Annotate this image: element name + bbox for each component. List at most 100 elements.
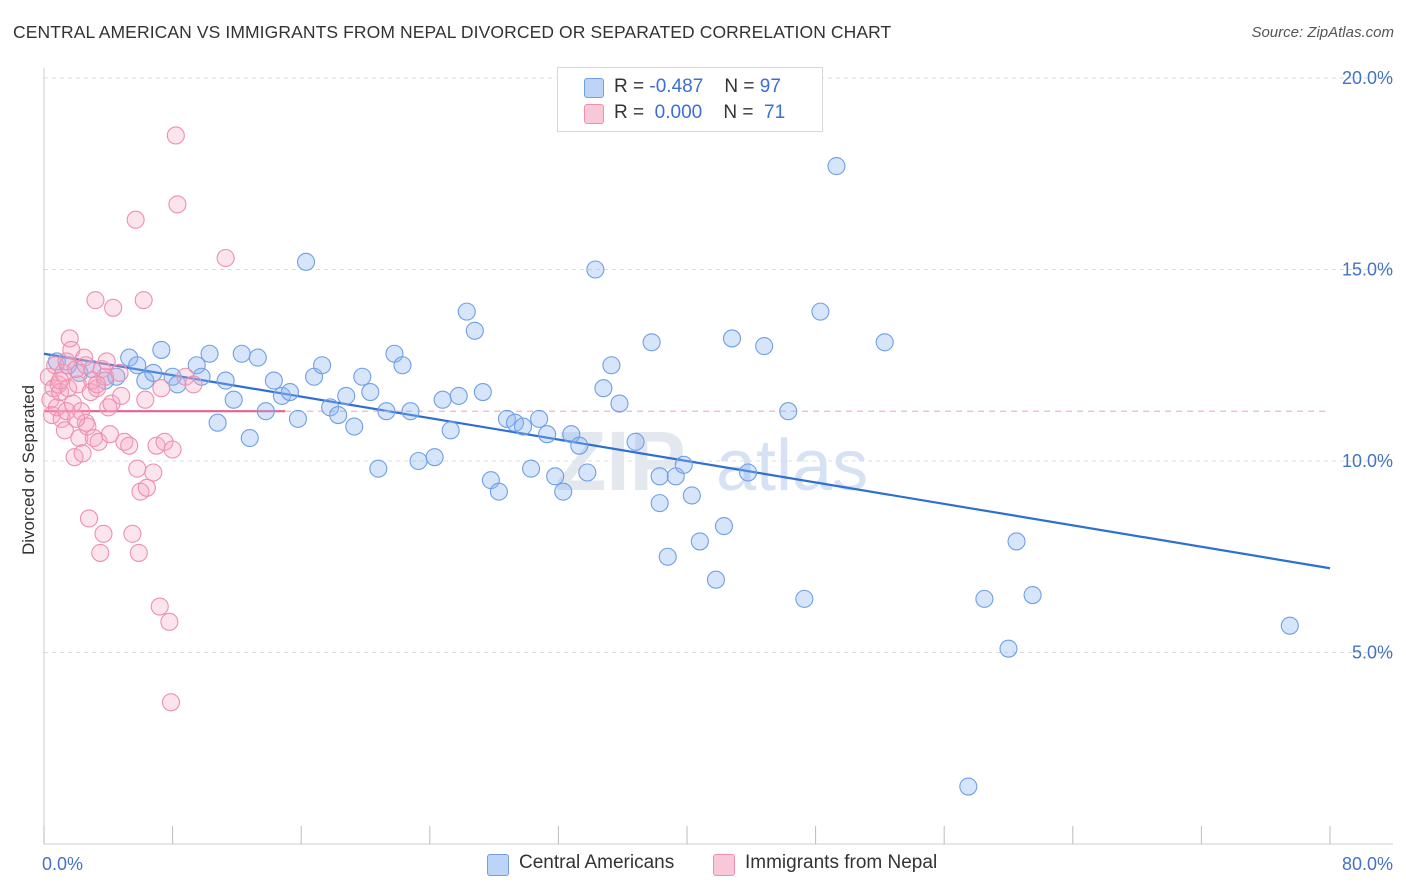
- point-central-american: [329, 405, 348, 425]
- watermark-atlas: atlas: [716, 426, 868, 506]
- point-nepal: [39, 367, 58, 386]
- point-central-american: [473, 383, 492, 402]
- legend-n-label: N =: [724, 76, 755, 97]
- point-central-american: [522, 459, 541, 478]
- point-central-american: [296, 252, 316, 271]
- point-central-american: [256, 402, 275, 421]
- point-central-american: [586, 260, 605, 279]
- legend-r-label: R =: [614, 102, 645, 123]
- chart-title: CENTRAL AMERICAN VS IMMIGRANTS FROM NEPA…: [13, 22, 892, 42]
- legend-n-label: N =: [723, 102, 754, 123]
- point-central-american: [377, 402, 396, 421]
- point-nepal: [60, 329, 79, 348]
- legend-r-value: -0.487: [649, 76, 704, 97]
- point-nepal: [110, 363, 129, 382]
- point-nepal: [136, 390, 155, 409]
- point-nepal: [73, 444, 92, 463]
- point-central-american: [248, 348, 267, 367]
- x-tick-label: 0.0%: [42, 854, 83, 874]
- legend-swatch-blue: [584, 78, 604, 98]
- point-central-american: [875, 333, 894, 352]
- point-central-american: [690, 532, 709, 551]
- point-central-american: [1280, 616, 1299, 635]
- point-central-american: [578, 463, 597, 482]
- point-central-american: [538, 425, 557, 444]
- data-points: [39, 126, 1299, 796]
- gridlines: [44, 77, 1393, 653]
- point-nepal: [163, 440, 182, 459]
- point-central-american: [489, 482, 508, 501]
- point-central-american: [706, 570, 725, 589]
- point-nepal: [87, 375, 107, 394]
- point-nepal: [144, 463, 163, 482]
- legend-r-label: R =: [614, 76, 645, 97]
- tick-labels: 5.0% 10.0% 15.0% 20.0% 0.0% 80.0%: [42, 68, 1393, 874]
- point-nepal: [126, 210, 145, 229]
- point-central-american: [674, 455, 693, 474]
- point-nepal: [161, 693, 181, 712]
- point-nepal: [94, 524, 113, 543]
- legend-n-value: 97: [759, 76, 781, 97]
- point-central-american: [1007, 532, 1026, 551]
- point-central-american: [361, 383, 380, 402]
- point-central-american: [739, 463, 758, 482]
- point-central-american: [224, 390, 243, 409]
- point-central-american: [128, 356, 147, 375]
- point-central-american: [232, 344, 251, 363]
- point-central-american: [433, 390, 452, 409]
- trend-line-central-americans: [43, 352, 1331, 570]
- point-central-american: [999, 639, 1018, 658]
- point-central-american: [200, 344, 219, 363]
- point-central-american: [602, 356, 621, 375]
- point-central-american: [280, 383, 299, 402]
- point-central-american: [642, 333, 661, 352]
- y-tick-label: 5.0%: [1352, 643, 1393, 663]
- point-central-american: [313, 356, 332, 375]
- point-nepal: [137, 478, 156, 497]
- point-central-american: [152, 340, 171, 359]
- point-central-american: [714, 517, 734, 536]
- point-central-american: [441, 421, 460, 440]
- point-nepal: [51, 371, 70, 390]
- point-central-american: [795, 589, 814, 608]
- point-nepal: [57, 352, 76, 371]
- y-tick-label: 10.0%: [1342, 451, 1393, 471]
- point-nepal: [79, 509, 99, 528]
- point-nepal: [128, 459, 147, 478]
- point-nepal: [97, 352, 116, 371]
- x-tick-label: 80.0%: [1342, 854, 1393, 874]
- point-nepal: [41, 390, 60, 409]
- point-central-american: [393, 356, 412, 375]
- point-nepal: [91, 543, 110, 562]
- point-nepal: [112, 386, 131, 405]
- point-central-american: [975, 589, 994, 608]
- point-central-american: [959, 777, 978, 796]
- point-central-american: [337, 386, 356, 405]
- point-central-american: [554, 482, 573, 501]
- point-central-american: [513, 417, 533, 436]
- point-nepal: [55, 421, 74, 440]
- point-central-american: [369, 459, 388, 478]
- point-central-american: [449, 386, 468, 405]
- point-nepal: [57, 402, 76, 421]
- legend-n-value: 71: [764, 102, 786, 123]
- point-central-american: [658, 547, 677, 566]
- bottom-legend-swatch-pink: [713, 854, 735, 876]
- point-central-american: [1023, 585, 1042, 605]
- correlation-legend: R = -0.487 N = 97 R = 0.000 N = 71: [557, 67, 823, 132]
- point-central-american: [288, 409, 308, 428]
- point-nepal: [129, 543, 148, 562]
- point-nepal: [150, 597, 169, 616]
- point-nepal: [75, 348, 94, 367]
- point-nepal: [123, 524, 142, 543]
- point-central-american: [264, 371, 283, 390]
- trend-lines: [43, 352, 1331, 570]
- point-central-american: [401, 402, 420, 421]
- point-central-american: [425, 448, 444, 467]
- y-tick-label: 15.0%: [1342, 260, 1393, 280]
- point-nepal: [216, 248, 235, 268]
- point-central-american: [626, 432, 645, 451]
- point-central-american: [594, 379, 613, 398]
- point-nepal: [76, 356, 95, 375]
- y-axis-title: Divorced or Separated: [19, 385, 38, 555]
